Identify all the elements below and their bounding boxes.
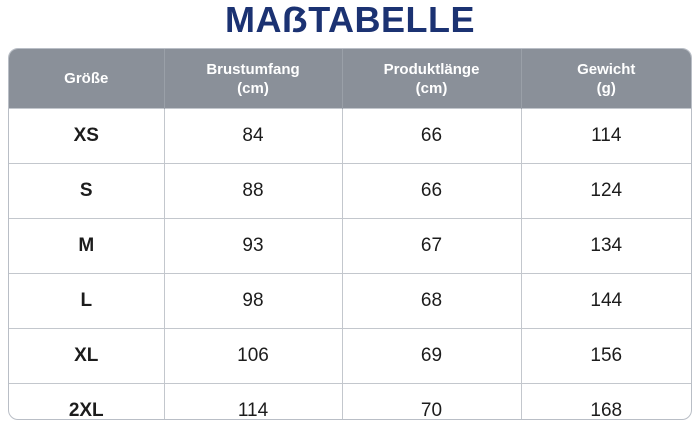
value-cell: 84 bbox=[164, 108, 343, 164]
table-body: XS 84 66 114 S 88 66 124 M 93 67 134 L 98 68 144 XL 106 69… bbox=[9, 108, 691, 419]
value-cell: 93 bbox=[164, 218, 343, 274]
value-cell: 144 bbox=[521, 273, 691, 329]
header-text: (g) bbox=[596, 79, 616, 97]
table-row: L 98 68 144 bbox=[9, 273, 691, 329]
value-cell: 168 bbox=[521, 383, 691, 419]
size-table: Größe Brustumfang (cm) Produktlänge (cm) Gewi… bbox=[9, 49, 691, 419]
table-row: XS 84 66 114 bbox=[9, 108, 691, 164]
value-cell: 114 bbox=[164, 383, 343, 419]
header-text: Brustumfang bbox=[206, 60, 300, 78]
size-cell: XS bbox=[9, 108, 165, 164]
value-cell: 66 bbox=[342, 108, 522, 164]
table-row: XL 106 69 156 bbox=[9, 328, 691, 384]
size-cell: 2XL bbox=[9, 383, 165, 419]
value-cell: 70 bbox=[342, 383, 522, 419]
size-cell: L bbox=[9, 273, 165, 329]
value-cell: 68 bbox=[342, 273, 522, 329]
header-cell: Brustumfang (cm) bbox=[164, 49, 343, 109]
value-cell: 67 bbox=[342, 218, 522, 274]
value-cell: 156 bbox=[521, 328, 691, 384]
size-table-frame: Größe Brustumfang (cm) Produktlänge (cm) Gewi… bbox=[8, 48, 692, 420]
value-cell: 134 bbox=[521, 218, 691, 274]
table-row: 2XL 114 70 168 bbox=[9, 383, 691, 419]
header-text: (cm) bbox=[415, 79, 448, 97]
size-cell: M bbox=[9, 218, 165, 274]
header-cell: Größe bbox=[9, 49, 165, 109]
value-cell: 69 bbox=[342, 328, 522, 384]
value-cell: 98 bbox=[164, 273, 343, 329]
value-cell: 114 bbox=[521, 108, 691, 164]
header-cell: Produktlänge (cm) bbox=[342, 49, 522, 109]
header-text: Gewicht bbox=[577, 60, 636, 78]
size-cell: S bbox=[9, 163, 165, 219]
header-cell: Gewicht (g) bbox=[521, 49, 691, 109]
header-text: Größe bbox=[64, 70, 109, 87]
header-text: Produktlänge bbox=[383, 60, 480, 78]
value-cell: 106 bbox=[164, 328, 343, 384]
table-row: M 93 67 134 bbox=[9, 218, 691, 274]
value-cell: 124 bbox=[521, 163, 691, 219]
size-cell: XL bbox=[9, 328, 165, 384]
table-row: S 88 66 124 bbox=[9, 163, 691, 219]
header-row: Größe Brustumfang (cm) Produktlänge (cm) Gewi… bbox=[9, 49, 691, 109]
title: MAẞTABELLE bbox=[224, 0, 476, 40]
header-text: (cm) bbox=[237, 79, 269, 97]
value-cell: 88 bbox=[164, 163, 343, 219]
value-cell: 66 bbox=[342, 163, 522, 219]
